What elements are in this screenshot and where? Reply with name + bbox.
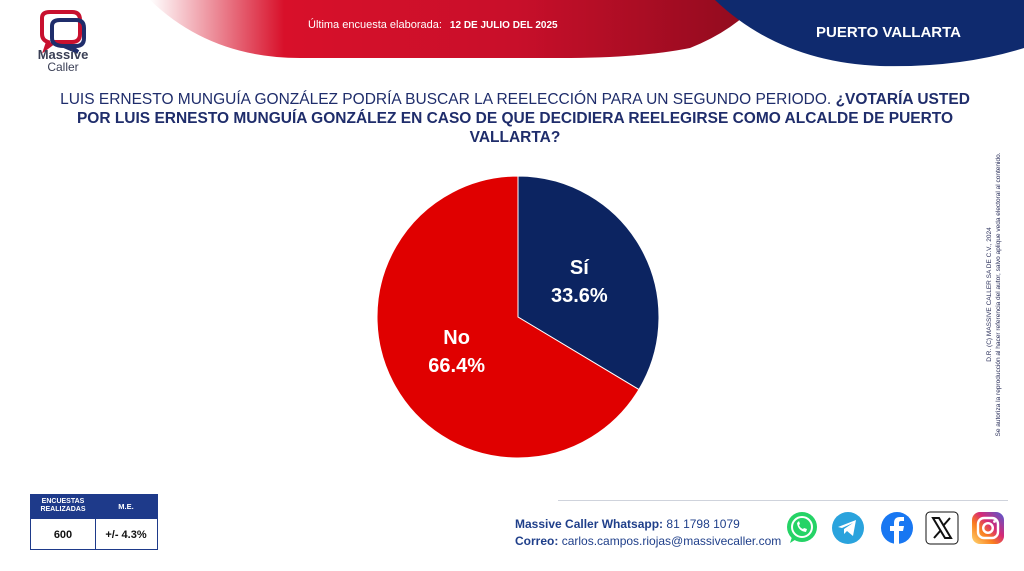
pie-label-1: No 66.4% xyxy=(407,324,507,380)
copyright-line-2: Se autoriza la reproducción al hacer ref… xyxy=(995,152,1002,437)
survey-stats-table: ENCUESTAS REALIZADAS M.E. 600 +/- 4.3% xyxy=(30,494,158,550)
email-label: Correo: xyxy=(515,534,559,548)
whatsapp-number[interactable]: 81 1798 1079 xyxy=(666,517,740,531)
facebook-icon[interactable] xyxy=(879,510,915,546)
last-survey-date: 12 DE JULIO DEL 2025 xyxy=(449,20,558,31)
logo-line-1: Massive xyxy=(37,47,89,62)
instagram-icon[interactable] xyxy=(970,510,1006,546)
massive-caller-logo xyxy=(40,10,86,54)
contact-info: Massive Caller Whatsapp: 81 1798 1079 Co… xyxy=(515,516,781,550)
pie-label-category: No xyxy=(443,326,470,349)
header-red-band xyxy=(150,0,760,58)
logo-line-2: Caller xyxy=(47,60,79,74)
stats-header xyxy=(31,495,157,519)
pie-slice-1 xyxy=(376,175,640,459)
question-intro: LUIS ERNESTO MUNGUÍA GONZÁLEZ PODRÍA BUS… xyxy=(60,91,832,108)
survey-question: LUIS ERNESTO MUNGUÍA GONZÁLEZ PODRÍA BUS… xyxy=(60,90,970,147)
header-banner xyxy=(0,0,1024,70)
pie-label-value: 66.4% xyxy=(428,354,485,377)
copyright-note: D.R. (C) MASSIVE CALLER SA DE C.V., 2024… xyxy=(985,112,1007,477)
email-address[interactable]: carlos.campos.riojas@massivecaller.com xyxy=(561,534,782,548)
stats-divider xyxy=(95,519,96,550)
last-survey-label: Última encuesta elaborada: xyxy=(308,19,442,31)
pie-label-value: 33.6% xyxy=(550,285,608,308)
x-icon[interactable] xyxy=(924,510,960,546)
stats-header-surveys: ENCUESTAS REALIZADAS xyxy=(40,498,86,513)
logo-wordmark: Massive Caller xyxy=(30,48,96,74)
footer-divider xyxy=(558,500,1008,501)
contact-email-row: Correo: carlos.campos.riojas@massivecall… xyxy=(515,533,781,550)
copyright-line-1: D.R. (C) MASSIVE CALLER SA DE C.V., 2024 xyxy=(986,227,993,362)
whatsapp-label: Massive Caller Whatsapp: xyxy=(515,517,664,531)
contact-whatsapp-row: Massive Caller Whatsapp: 81 1798 1079 xyxy=(515,516,781,533)
pie-slice-0 xyxy=(517,175,660,391)
pie-label-0: Sí 33.6% xyxy=(529,254,629,310)
whatsapp-icon[interactable] xyxy=(784,510,820,546)
last-survey-info: Última encuesta elaborada: 12 DE JULIO DE… xyxy=(308,19,558,31)
header-navy-band xyxy=(715,0,1024,67)
stats-value-margin: +/- 4.3% xyxy=(105,529,147,541)
stats-header-margin: M.E. xyxy=(118,502,134,511)
city-title: PUERTO VALLARTA xyxy=(816,24,961,41)
stats-value-surveys: 600 xyxy=(53,529,73,541)
question-bold: ¿VOTARÍA USTED POR LUIS ERNESTO MUNGUÍA … xyxy=(76,91,970,146)
header-shapes xyxy=(150,0,1024,67)
telegram-icon[interactable] xyxy=(830,510,866,546)
pie-chart xyxy=(376,175,660,459)
pie-label-category: Sí xyxy=(569,257,589,280)
